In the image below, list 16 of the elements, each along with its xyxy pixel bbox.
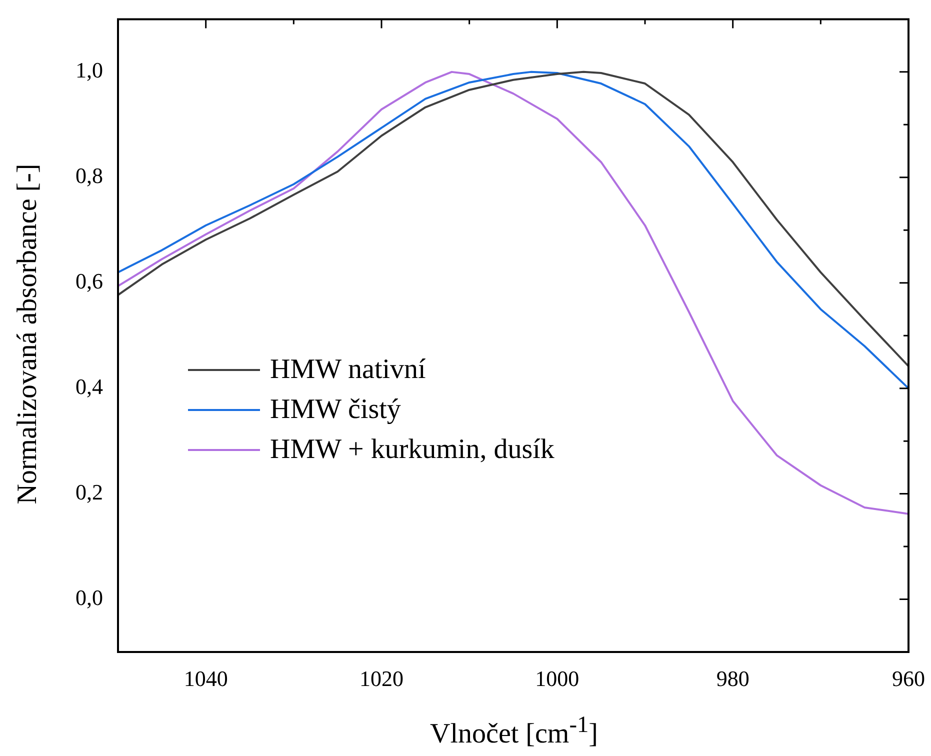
y-tick-label: 0,0 [76,585,103,610]
y-tick-label: 0,8 [76,163,103,188]
y-tick-label: 0,6 [76,268,103,294]
y-tick-label: 1,0 [76,58,103,83]
x-axis-title: Vlnočet [cm$^{-1}$] [430,712,598,750]
x-tick-label: 1020 [360,666,404,691]
x-tick-label: 1040 [184,666,228,691]
legend-label: HMW + kurkumin, dusík [270,434,554,466]
y-axis-title: Normalizovaná absorbance [-] [12,163,44,504]
legend-label: HMW čistý [270,394,401,426]
x-tick-label: 980 [716,666,750,691]
x-tick-label: 960 [892,666,925,691]
y-tick-label: 0,2 [76,480,103,505]
legend-label: HMW nativní [270,354,426,386]
x-tick-label: 1000 [535,666,580,691]
y-tick-label: 0,4 [76,374,103,400]
